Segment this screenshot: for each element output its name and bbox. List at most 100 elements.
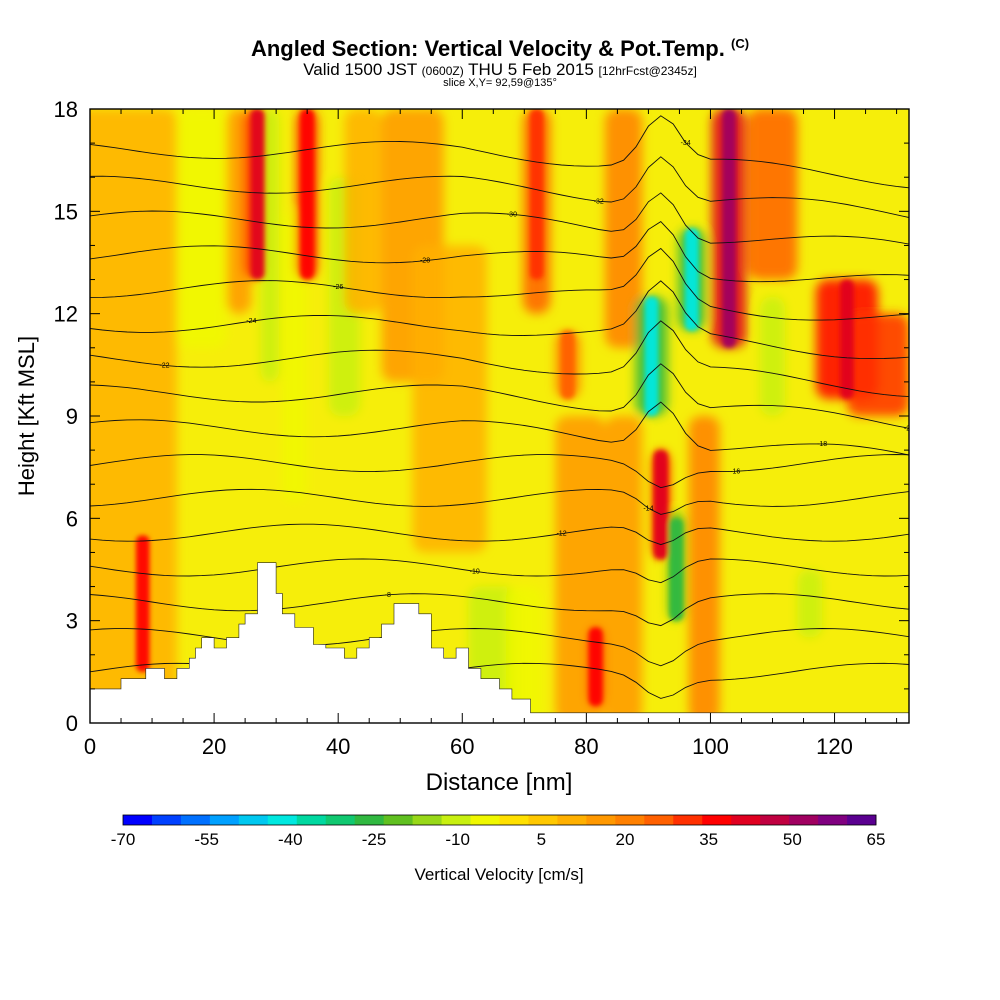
axis-ticks: [89, 108, 909, 724]
colorbar-tick-label: 5: [537, 830, 546, 849]
colorbar-swatch: [123, 815, 153, 825]
colorbar-swatch: [325, 815, 356, 825]
colorbar-tick-label: 20: [616, 830, 635, 849]
velocity-core: [250, 109, 265, 280]
chart-title: Angled Section: Vertical Velocity & Pot.…: [250, 36, 750, 61]
pot-temp-label: -24: [246, 318, 256, 325]
colorbar-swatch: [296, 815, 327, 825]
x-tick-label: 100: [692, 734, 729, 759]
velocity-core: [560, 330, 575, 399]
colorbar-swatch: [267, 815, 298, 825]
x-tick-label: 80: [574, 734, 598, 759]
pot-temp-contour: [90, 192, 909, 245]
colorbar-swatch: [789, 815, 819, 825]
pot-temp-contour: [90, 593, 909, 627]
colorbar-swatch: [180, 815, 211, 825]
velocity-band: [282, 211, 308, 502]
pot-temp-contour: [90, 454, 909, 489]
x-tick-labels: 0 20 40 60 80 100 120: [84, 734, 853, 759]
pot-temp-label: -32: [594, 198, 604, 205]
velocity-core: [653, 450, 668, 560]
pot-temp-contour: [90, 401, 909, 456]
velocity-core: [685, 228, 699, 331]
colorbar-swatch: [731, 815, 761, 825]
velocity-band: [760, 296, 785, 416]
colorbar-tick-label: 50: [783, 830, 802, 849]
velocity-band: [604, 109, 643, 348]
colorbar-tick-label: -25: [362, 830, 387, 849]
y-axis-label: Height [Kft MSL]: [14, 336, 39, 496]
y-tick-label: 6: [66, 506, 78, 531]
colorbar-swatch: [528, 815, 558, 825]
velocity-core: [722, 109, 736, 348]
pot-temp-label: -12: [556, 531, 566, 538]
colorbar-swatch: [238, 815, 269, 825]
colorbar-swatch: [151, 815, 182, 825]
colorbar-swatch: [499, 815, 529, 825]
y-tick-label: 3: [66, 609, 78, 634]
colorbar-tick-label: -55: [194, 830, 219, 849]
y-tick-label: 9: [66, 404, 78, 429]
colorbar-swatch: [760, 815, 790, 825]
chart-subtitle: Valid 1500 JST (0600Z) THU 5 Feb 2015 [1…: [303, 60, 697, 79]
colorbar-swatch: [702, 815, 732, 825]
velocity-band: [688, 416, 720, 723]
colorbar-frame: [122, 814, 877, 826]
colorbar-swatch: [383, 815, 414, 825]
velocity-core: [588, 627, 603, 706]
colorbar-swatch: [818, 815, 848, 825]
pot-temp-contour: [90, 247, 909, 321]
velocity-core: [840, 279, 854, 399]
pot-temp-label: -20: [904, 425, 914, 432]
pot-temp-contour: [90, 280, 909, 360]
x-tick-label: 20: [202, 734, 226, 759]
y-tick-label: 15: [54, 199, 78, 224]
velocity-core: [529, 109, 544, 280]
pot-temp-label: -34: [681, 140, 691, 147]
colorbar-swatch: [412, 815, 442, 825]
pot-temp-label: -18: [817, 441, 827, 448]
velocity-core: [644, 296, 659, 416]
terrain: [90, 562, 909, 723]
y-tick-label: 18: [54, 97, 78, 122]
pot-temp-contour: [90, 221, 909, 283]
velocity-core: [669, 518, 684, 621]
colorbar-tick-label: -70: [111, 830, 136, 849]
colorbar-tick-label: 65: [867, 830, 886, 849]
velocity-band: [260, 109, 280, 382]
velocity-band: [176, 109, 227, 348]
pot-temp-contours: [90, 115, 909, 699]
x-tick-label: 120: [816, 734, 853, 759]
colorbar-swatch: [441, 815, 471, 825]
y-tick-label: 12: [54, 302, 78, 327]
colorbar-tick-labels: -70 -55 -40 -25 -10 5 20 35 50 65: [111, 830, 886, 849]
colorbar: [122, 814, 877, 826]
colorbar-swatch: [586, 815, 616, 825]
y-tick-label: 0: [66, 711, 78, 736]
colorbar-swatch: [673, 815, 703, 825]
x-tick-label: 60: [450, 734, 474, 759]
velocity-core: [300, 109, 314, 280]
velocity-band: [747, 109, 798, 280]
colorbar-swatch: [615, 815, 645, 825]
pot-temp-label: -30: [507, 211, 517, 218]
pot-temp-contour: [90, 156, 909, 218]
x-tick-label: 0: [84, 734, 96, 759]
colorbar-swatch: [470, 815, 500, 825]
pot-temp-label: -10: [470, 568, 480, 575]
colorbar-tick-label: -10: [445, 830, 470, 849]
plot-area: -4-6-8-10-12-14-16-18-20-22-24-26-28-30-…: [90, 109, 914, 723]
colorbar-swatch: [354, 815, 385, 825]
velocity-core: [135, 535, 150, 672]
pot-temp-label: -28: [420, 258, 430, 265]
velocity-band: [797, 569, 823, 638]
pot-temp-label: -14: [643, 505, 653, 512]
pot-temp-contour: [90, 320, 909, 398]
velocity-band: [846, 313, 909, 416]
pot-temp-label: -22: [159, 362, 169, 369]
velocity-band: [505, 586, 543, 723]
slice-label: slice X,Y= 92,59@135°: [443, 77, 557, 89]
colorbar-swatch: [644, 815, 674, 825]
colorbar-tick-label: -40: [278, 830, 303, 849]
